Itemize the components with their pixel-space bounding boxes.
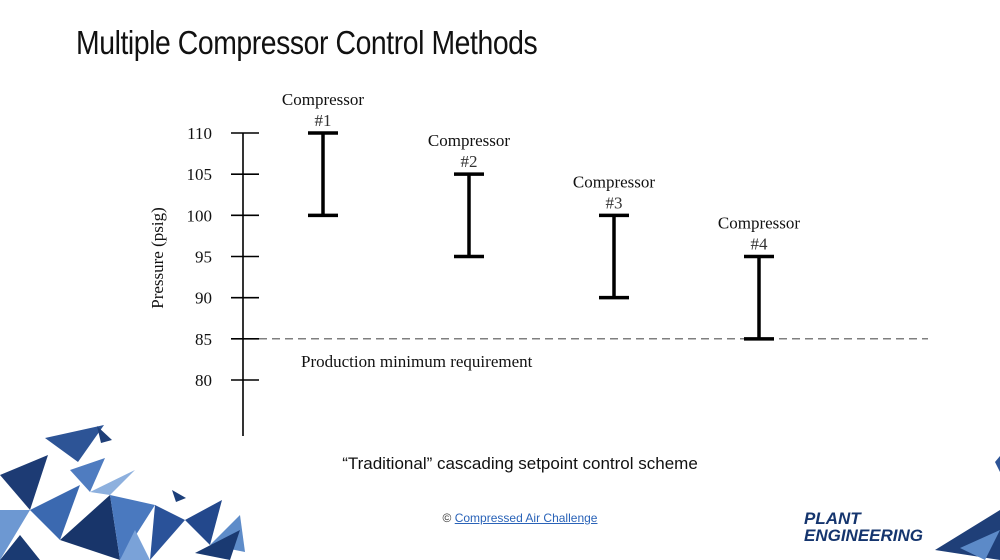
compressor-3-label-line1: Compressor [573, 172, 656, 191]
logo-line-2: ENGINEERING [804, 526, 924, 545]
y-tick-label-85: 85 [195, 330, 212, 349]
production-minimum-label: Production minimum requirement [301, 352, 533, 371]
chart-caption: “Traditional” cascading setpoint control… [342, 454, 698, 473]
y-tick-label-95: 95 [195, 248, 212, 267]
compressor-1-label-line1: Compressor [282, 90, 365, 109]
compressor-3-label-line2: #3 [606, 193, 623, 212]
copyright-footer: © Compressed Air Challenge [0, 511, 1000, 525]
plant-engineering-logo: PLANT ENGINEERING [804, 510, 923, 544]
y-tick-label-80: 80 [195, 371, 212, 390]
y-tick-label-110: 110 [187, 124, 212, 143]
y-axis-label: Pressure (psig) [148, 207, 167, 309]
compressor-1-label-line2: #1 [315, 111, 332, 130]
compressor-2-label-line1: Compressor [428, 131, 511, 150]
compressor-4-label-line1: Compressor [718, 214, 801, 233]
y-tick-label-90: 90 [195, 289, 212, 308]
compressor-4-label-line2: #4 [751, 235, 769, 254]
y-tick-label-100: 100 [187, 206, 213, 225]
logo-line-1: PLANT [804, 509, 861, 528]
copyright-symbol: © [442, 511, 452, 525]
y-tick-label-105: 105 [187, 165, 213, 184]
compressor-2-label-line2: #2 [461, 152, 478, 171]
compressed-air-challenge-link[interactable]: Compressed Air Challenge [454, 511, 598, 525]
slide-title: Multiple Compressor Control Methods [76, 24, 538, 61]
